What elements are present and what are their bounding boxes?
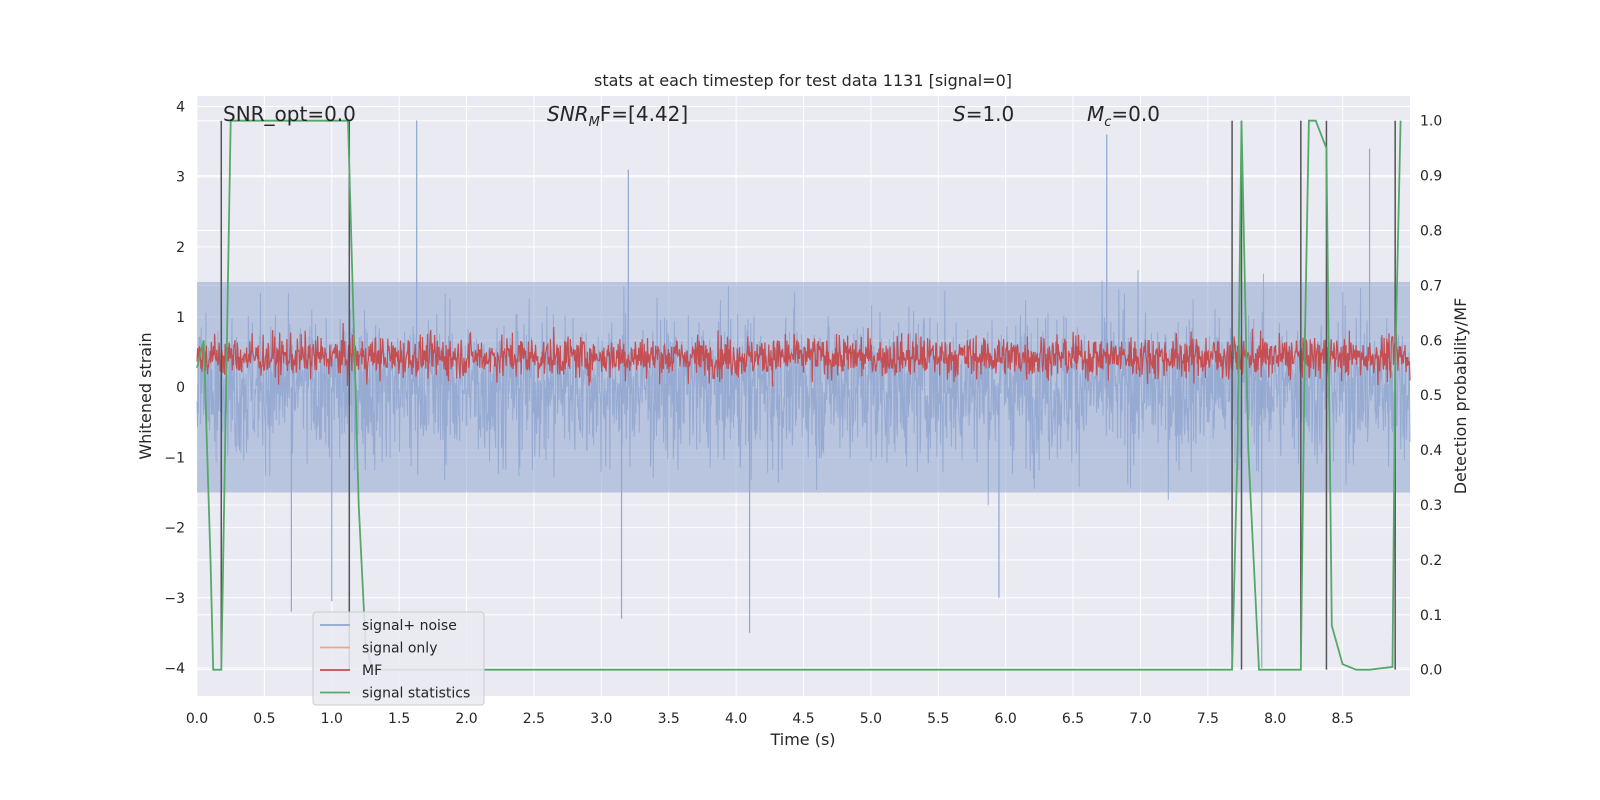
y-left-tick-label: 0 — [176, 380, 185, 396]
signal-statistics-line — [196, 119, 1402, 671]
x-tick-label: 5.5 — [927, 711, 949, 727]
y-right-tick-label: 0.8 — [1420, 223, 1442, 239]
series-signal-statistics — [196, 119, 1402, 671]
y-left-tick-label: −1 — [164, 450, 185, 466]
y-right-tick-label: 0.6 — [1420, 333, 1442, 349]
legend-items: signal+ noise signal only MF signal statist… — [320, 618, 470, 702]
x-tick-label: 0.5 — [253, 711, 275, 727]
y-right-tick-label: 0.0 — [1420, 663, 1442, 679]
annotation-s-rest: =1.0 — [966, 102, 1015, 126]
x-tick-label: 3.0 — [590, 711, 612, 727]
y-right-tick-label: 0.5 — [1420, 388, 1442, 404]
y-left-tick-label: −3 — [164, 591, 185, 607]
x-tick-label: 2.0 — [455, 711, 477, 727]
x-tick-label: 7.5 — [1197, 711, 1219, 727]
legend-label: signal only — [362, 641, 437, 657]
y-right-tick-label: 0.4 — [1420, 443, 1442, 459]
legend-box — [312, 611, 485, 706]
y-left-tick-label: 2 — [176, 240, 185, 256]
noise-core-band — [197, 281, 1410, 493]
x-tick-label: 1.5 — [388, 711, 410, 727]
x-tick-label: 0.0 — [186, 711, 208, 727]
x-axis-ticks: 0.0 0.5 1.0 1.5 2.0 2.5 3.0 3.5 4.0 4.5 5.0 5.5 6.0 6… — [186, 711, 1354, 727]
legend-label: signal statistics — [362, 686, 470, 702]
series-signal-noise — [196, 120, 1411, 668]
x-tick-label: 6.5 — [1062, 711, 1084, 727]
annotation-s: S=1.0 — [953, 102, 1014, 126]
y-right-axis-ticks: 1.0 0.9 0.8 0.7 0.6 0.5 0.4 0.3 0.2 0.1 0.0 — [1420, 114, 1442, 679]
y-right-tick-label: 0.2 — [1420, 553, 1442, 569]
y-left-tick-label: −4 — [164, 661, 185, 677]
x-tick-label: 8.0 — [1264, 711, 1286, 727]
annotation-snr-opt: SNR_opt=0.0 — [223, 102, 356, 126]
x-tick-label: 1.0 — [321, 711, 343, 727]
annotation-snr-mf: SNRMF=[4.42] — [547, 102, 688, 130]
y-left-tick-label: 3 — [176, 170, 185, 186]
series-mf — [196, 322, 1411, 387]
annotation-snr-mf-rest: F=[4.42] — [600, 102, 688, 126]
x-tick-label: 3.5 — [658, 711, 680, 727]
y-left-tick-label: −2 — [164, 521, 185, 537]
y-right-tick-label: 0.7 — [1420, 278, 1442, 294]
y-left-axis-label: Whitened strain — [136, 332, 155, 459]
legend-label: MF — [362, 663, 382, 679]
y-right-tick-label: 1.0 — [1420, 114, 1442, 130]
x-tick-label: 7.0 — [1129, 711, 1151, 727]
x-tick-label: 6.0 — [995, 711, 1017, 727]
x-tick-label: 4.5 — [792, 711, 814, 727]
annotation-mc: Mc=0.0 — [1087, 102, 1160, 130]
annotation-mc-rest: =0.0 — [1111, 102, 1160, 126]
mf-trace — [196, 322, 1411, 387]
y-left-tick-label: 4 — [176, 100, 185, 116]
x-tick-label: 4.0 — [725, 711, 747, 727]
annotation-snr-mf-main: SNR — [547, 102, 589, 126]
y-left-axis-ticks: 4 3 2 1 0 −1 −2 −3 −4 — [164, 100, 185, 677]
legend: signal+ noise signal only MF signal statist… — [312, 611, 485, 706]
x-tick-label: 2.5 — [523, 711, 545, 727]
x-tick-label: 8.5 — [1331, 711, 1353, 727]
legend-label: signal+ noise — [362, 618, 457, 634]
annotation-s-main: S — [953, 102, 966, 126]
x-tick-label: 5.0 — [860, 711, 882, 727]
y-left-tick-label: 1 — [176, 310, 185, 326]
annotation-snr-mf-sub: M — [589, 115, 600, 130]
x-axis-label: Time (s) — [769, 730, 835, 749]
chart-title: stats at each timestep for test data 113… — [594, 71, 1012, 90]
annotation-mc-sub: c — [1104, 115, 1111, 130]
y-right-tick-label: 0.3 — [1420, 498, 1442, 514]
y-right-axis-label: Detection probability/MF — [1451, 298, 1470, 495]
y-right-tick-label: 0.1 — [1420, 608, 1442, 624]
y-right-tick-label: 0.9 — [1420, 169, 1442, 185]
annotation-mc-main: M — [1087, 102, 1104, 126]
